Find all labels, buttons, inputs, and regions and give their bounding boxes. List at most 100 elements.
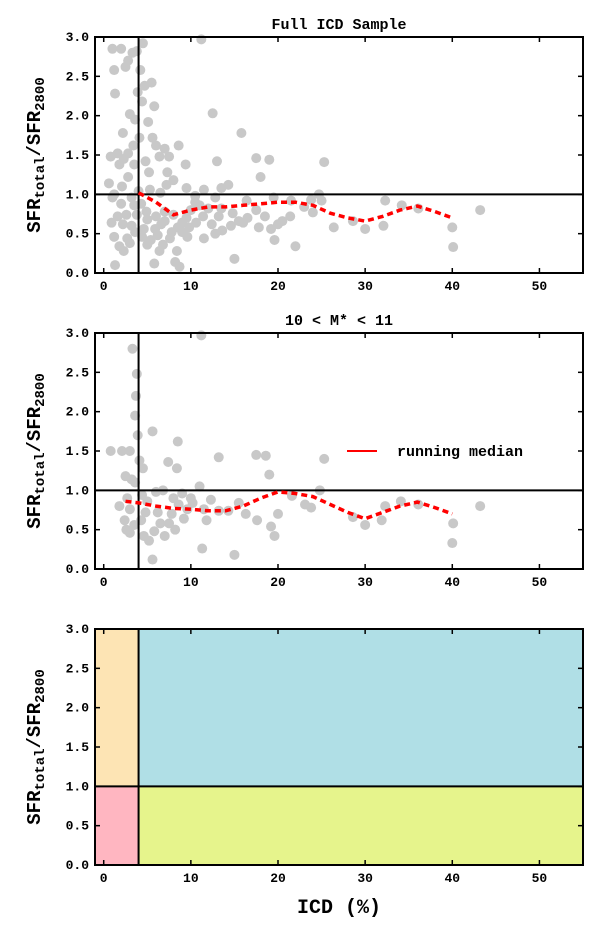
y-tick-label: 0.5 [66,227,90,242]
y-axis-label-part: /SFR [24,702,46,748]
data-point [191,217,202,228]
data-point [255,172,266,183]
data-point [117,127,128,138]
data-point [236,127,247,138]
data-point [376,515,387,526]
x-tick-label: 0 [100,279,108,294]
data-point [164,151,175,162]
data-point [129,159,140,170]
y-axis-label-subscript: 2800 [33,77,49,111]
data-point [378,220,389,231]
data-point [141,206,152,217]
data-point [123,55,134,66]
data-point [213,211,224,222]
data-point [159,143,170,154]
data-point [149,526,160,537]
region-1 [95,786,139,865]
data-point [190,197,201,208]
y-axis-label-part: SFR [24,198,46,233]
data-point [170,524,181,535]
data-point [151,211,161,222]
data-point [168,175,179,186]
x-tick-label: 50 [532,575,548,590]
data-point [109,231,120,242]
y-tick-label: 0.0 [66,562,90,577]
data-point [207,108,218,119]
data-point [124,504,135,515]
y-tick-label: 1.5 [66,740,90,755]
data-point [151,140,161,151]
data-point [172,436,183,447]
data-point [198,233,209,244]
data-point [117,181,128,192]
x-tick-label: 0 [100,871,108,886]
data-point [181,183,192,194]
x-axis-label: ICD (%) [297,897,381,920]
data-point [225,220,236,231]
data-point [110,88,121,99]
data-point [475,501,486,512]
y-axis-label-subscript: 2800 [33,373,49,407]
y-axis-label: SFRtotal/SFR2800 [24,77,49,232]
data-point [131,209,142,220]
data-point [106,217,117,228]
data-point [159,530,170,541]
data-point [328,222,339,233]
data-point [197,543,208,554]
data-point [166,227,177,238]
data-point [277,216,288,227]
x-tick-label: 40 [444,279,460,294]
panel-full-sample: Full ICD Sample 0 10 20 30 40 50 0.0 0.5 1.0 1.5 2… [24,17,584,294]
data-point [194,481,205,492]
data-point [142,239,153,250]
data-point [185,205,196,216]
y-tick-label: 2.5 [66,69,90,84]
y-tick-label: 0.5 [66,523,90,538]
data-point [259,211,270,222]
y-axis-label-part: SFR [24,790,46,825]
data-point [316,195,327,206]
data-point [253,222,264,233]
data-point [319,157,330,168]
data-point [240,508,251,519]
y-tick-label: 1.0 [66,779,90,794]
y-axis-label-subscript: 2800 [33,669,49,703]
data-point [251,153,262,164]
data-point [109,65,120,76]
y-tick-label: 0.5 [66,819,90,834]
y-tick-label: 3.0 [66,326,90,341]
y-tick-label: 2.5 [66,661,90,676]
region-3 [138,786,584,865]
data-point [201,515,212,526]
region-2 [138,629,584,787]
data-point [119,515,130,526]
data-point [147,426,158,437]
data-point [290,241,301,252]
data-point [142,214,153,225]
y-axis-label-part: SFR [24,494,46,529]
data-point [150,223,161,234]
data-point [196,330,207,341]
x-tick-label: 30 [357,279,373,294]
data-point [173,140,184,151]
data-point [396,200,407,211]
panel-regions: ICD (%) 0 10 20 30 40 50 0.0 0.5 1.0 1.5 2.0 2.5 3.0… [24,622,584,920]
data-point [251,205,262,216]
data-point [185,493,196,504]
data-point [117,446,128,456]
data-point [131,46,142,57]
x-tick-label: 40 [444,871,460,886]
data-point [116,43,127,54]
data-point [260,450,271,461]
data-point [159,216,170,227]
data-point [285,211,296,222]
data-point [128,140,139,151]
data-point [448,242,459,253]
data-point [273,508,283,519]
region-0 [95,629,139,787]
data-point [152,507,163,518]
legend-label: running median [397,444,523,461]
data-point [306,194,317,205]
y-tick-label: 0.0 [66,266,90,281]
